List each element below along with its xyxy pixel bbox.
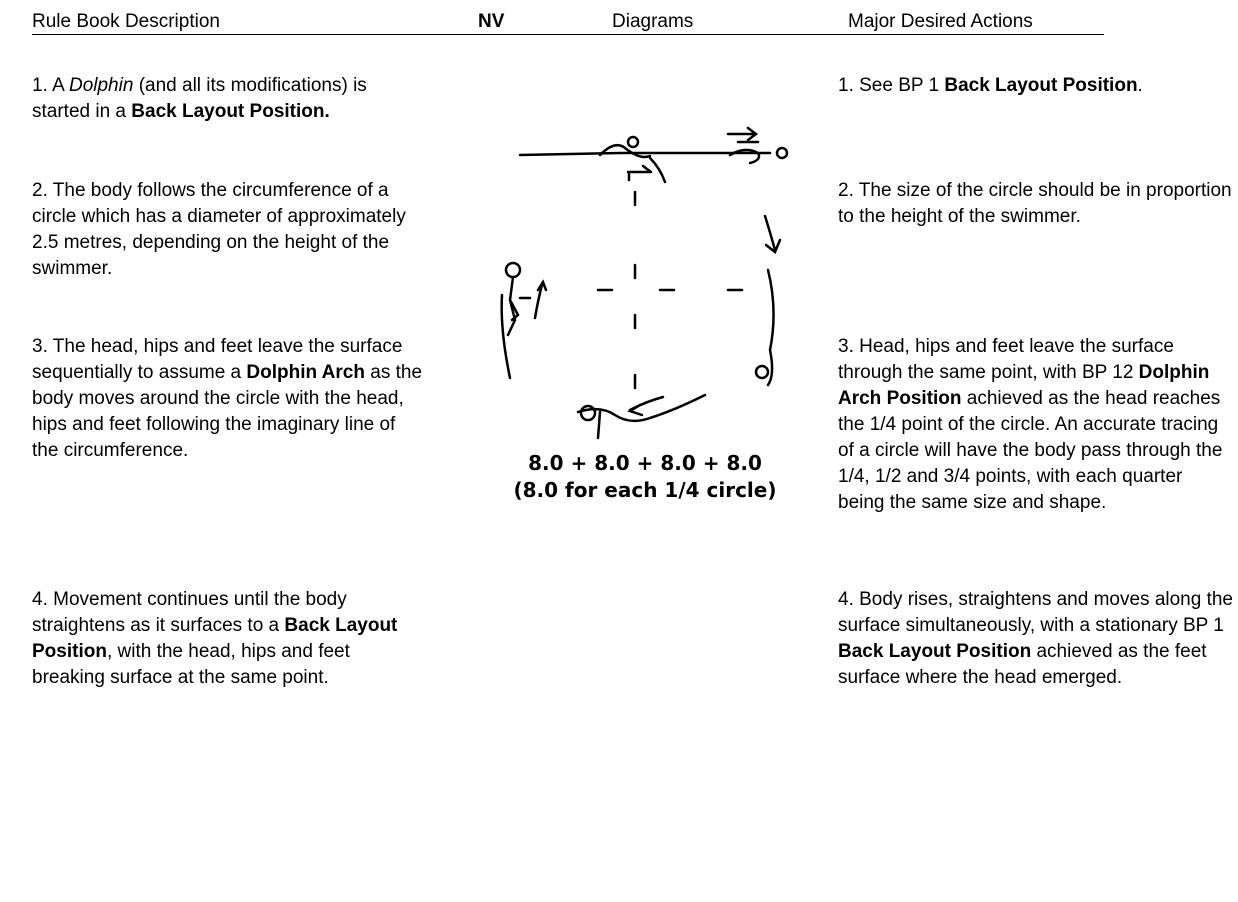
- action-paragraph: 2. The size of the circle should be in p…: [838, 178, 1234, 230]
- text-run: as the body moves around the circle with…: [32, 362, 423, 461]
- text-run: Back Layout Position: [944, 75, 1138, 96]
- text-run: 2. The size of the circle should be in p…: [838, 180, 1232, 227]
- text-run: Dolphin Arch: [246, 362, 365, 383]
- text-run: .: [1137, 75, 1143, 96]
- header-underline: [32, 34, 1104, 35]
- rule-paragraph: 4. Movement continues until the body str…: [32, 587, 424, 691]
- diagram-caption: (8.0 for each 1/4 circle): [513, 478, 777, 502]
- text-run: 4. Body rises, straightens and moves alo…: [838, 589, 1234, 636]
- diagram-caption: 8.0 + 8.0 + 8.0 + 8.0: [528, 451, 762, 475]
- text-run: 4. Movement continues until the body str…: [32, 589, 347, 636]
- header-rule-book: Rule Book Description: [32, 11, 220, 32]
- text-run: , with the head, hips and feet breaking …: [32, 641, 350, 688]
- rule-paragraph: 1. A Dolphin (and all its modifications)…: [32, 73, 424, 125]
- action-paragraph: 4. Body rises, straightens and moves alo…: [838, 587, 1234, 691]
- text-run: 1. A: [32, 75, 69, 96]
- header-actions: Major Desired Actions: [848, 11, 1033, 32]
- text-run: Back Layout Position: [838, 641, 1032, 662]
- rule-paragraph: 3. The head, hips and feet leave the sur…: [32, 334, 424, 464]
- header-diagrams: Diagrams: [612, 11, 694, 32]
- text-run: Back Layout Position: [32, 615, 398, 662]
- rule-paragraph: 2. The body follows the circumference of…: [32, 178, 424, 282]
- text-run: Back Layout Position.: [131, 101, 330, 122]
- text-run: 1. See BP 1: [838, 75, 945, 96]
- header-nv: NV: [478, 11, 505, 32]
- text-run: 2. The body follows the circumference of…: [32, 180, 406, 279]
- text-run: 3. Head, hips and feet leave the surface…: [838, 336, 1174, 383]
- text-run: 3. The head, hips and feet leave the sur…: [32, 336, 403, 383]
- text-run: Dolphin: [68, 75, 134, 96]
- text-run: achieved as the head reaches the 1/4 poi…: [838, 388, 1223, 513]
- action-paragraph: 1. See BP 1 Back Layout Position.: [838, 73, 1234, 99]
- dolphin-diagram: [500, 126, 789, 440]
- text-run: Dolphin Arch Position: [838, 362, 1210, 409]
- text-run: achieved as the feet surface where the h…: [838, 641, 1207, 688]
- action-paragraph: 3. Head, hips and feet leave the surface…: [838, 334, 1234, 516]
- text-run: (and all its modifications) is started i…: [32, 75, 367, 122]
